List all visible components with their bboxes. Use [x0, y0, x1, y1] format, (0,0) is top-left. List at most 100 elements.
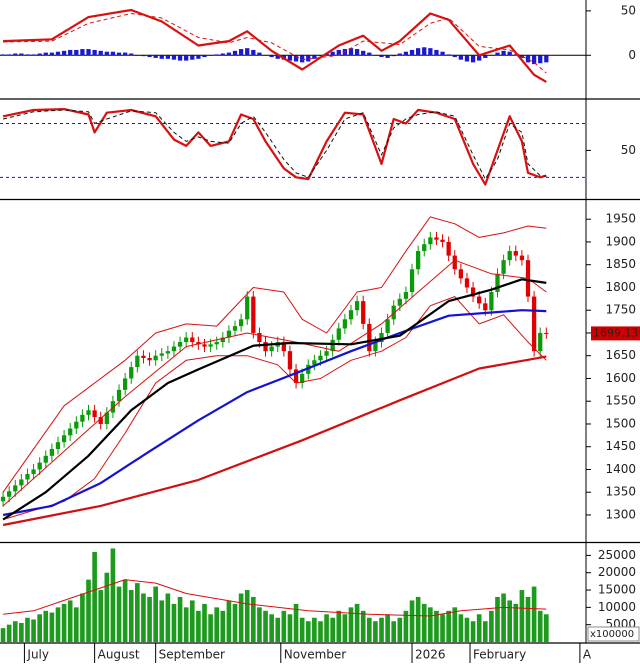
histogram-bar [361, 50, 366, 56]
volume-bar [31, 619, 36, 642]
y-tick-label: 15000 [598, 583, 636, 597]
histogram-bar [37, 53, 42, 56]
histogram-bar [287, 55, 293, 61]
volume-bar [159, 600, 165, 642]
y-tick-label: 1750 [605, 303, 636, 317]
volume-bar [244, 590, 250, 642]
volume-bar [342, 614, 348, 642]
volume-bar [116, 586, 122, 642]
volume-bar [73, 607, 79, 642]
histogram-bar [226, 52, 232, 56]
volume-bar [238, 593, 244, 642]
histogram-bar [367, 52, 372, 56]
candle-body [37, 462, 42, 470]
indicator-line [2, 355, 547, 527]
candle-body [373, 342, 378, 352]
histogram-bar [470, 55, 476, 63]
candle-body [7, 491, 12, 497]
volume-bar [525, 596, 531, 642]
candle-body [159, 353, 164, 356]
candle-body [74, 421, 79, 429]
volume-bar [348, 607, 354, 642]
candle-body [324, 351, 329, 356]
histogram-bar [336, 49, 341, 56]
volume-bar [440, 614, 445, 642]
volume-bar [373, 621, 378, 642]
x-tick-label: February [473, 648, 526, 662]
candle-body [141, 355, 146, 358]
candle-body [43, 455, 48, 463]
y-tick-label: 1900 [605, 234, 636, 248]
candle-body [428, 237, 433, 245]
candle-body [367, 323, 372, 352]
volume-bar [67, 600, 73, 642]
candle-body [531, 296, 537, 352]
candle-body [409, 269, 415, 293]
volume-bar [165, 593, 171, 642]
candle-body [232, 326, 238, 331]
candle-body [342, 319, 348, 329]
histogram-bar [391, 55, 396, 57]
candle-body [434, 237, 439, 240]
histogram-bar [312, 55, 317, 59]
volume-bar [458, 614, 464, 642]
candle-body [361, 301, 366, 324]
histogram-bar [55, 51, 61, 56]
candle-body [202, 344, 207, 347]
volume-bar [263, 610, 268, 642]
candle-body [354, 301, 360, 311]
candle-body [312, 360, 317, 365]
candle-body [80, 414, 85, 422]
histogram-bar [171, 55, 177, 60]
histogram-bar [440, 51, 445, 56]
volume-bar [214, 607, 220, 642]
histogram-bar [196, 55, 201, 59]
volume-bar [49, 612, 55, 642]
histogram-bar [245, 48, 250, 56]
histogram-bar [379, 55, 384, 58]
candle-body [196, 342, 201, 345]
histogram-bar [415, 48, 421, 56]
histogram-bar [348, 48, 354, 56]
candle-body [281, 342, 286, 352]
histogram-bar [7, 54, 12, 56]
candle-body [31, 469, 36, 475]
histogram-bar [525, 55, 531, 63]
candle-body [446, 241, 451, 256]
price-label-box [591, 326, 640, 341]
candle-body [98, 417, 103, 424]
indicator-line [2, 309, 547, 517]
volume-bar [434, 610, 439, 642]
histogram-bar [208, 55, 213, 56]
histogram-bar [110, 51, 116, 56]
histogram-bar [177, 55, 183, 61]
histogram-bar [238, 49, 244, 56]
volume-bar [452, 607, 458, 642]
candle-body [489, 292, 494, 311]
histogram-bar [202, 55, 207, 58]
histogram-bar [306, 55, 311, 62]
candle-body [269, 346, 274, 352]
histogram-bar [184, 55, 189, 61]
candle-body [0, 496, 6, 502]
x-tick-label: 2026 [415, 648, 446, 662]
y-tick-label: 20000 [598, 565, 636, 579]
histogram-bar [13, 53, 18, 56]
volume-bar [470, 621, 476, 642]
candle-body [171, 346, 177, 352]
histogram-bar [385, 55, 390, 58]
unit-label-box [587, 626, 640, 642]
histogram-bar [513, 54, 518, 56]
volume-bar [189, 600, 195, 642]
candle-body [318, 355, 323, 361]
volume-bar [110, 548, 116, 642]
volume-bar [92, 551, 97, 642]
volume-bar [171, 603, 177, 642]
volume-bar [281, 610, 287, 642]
volume-bar [330, 617, 335, 642]
histogram-bar [74, 49, 79, 56]
histogram-bar [464, 55, 470, 62]
candle-body [122, 378, 128, 390]
candle-body [61, 435, 67, 443]
